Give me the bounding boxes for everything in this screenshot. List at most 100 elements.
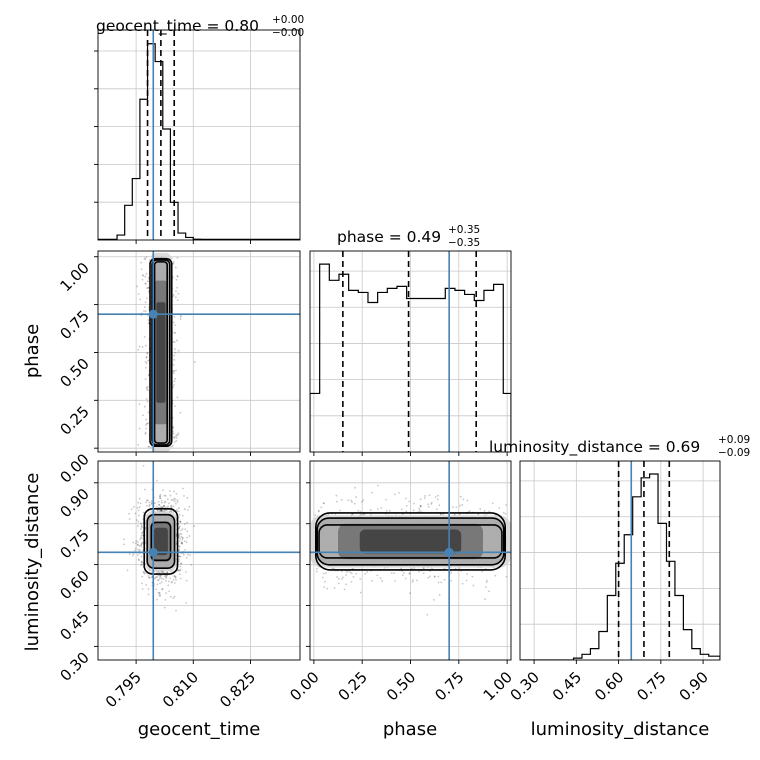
sample-point	[347, 499, 350, 502]
x-tick-label-luminosity-distance: 0.30	[507, 668, 543, 704]
sample-point	[443, 578, 446, 581]
density-panel-phase-luminosity-distance	[310, 461, 511, 660]
sample-point	[430, 501, 433, 504]
sample-point	[146, 297, 148, 300]
sample-point	[185, 541, 188, 543]
sample-point	[394, 493, 396, 496]
sample-point	[179, 521, 182, 523]
sample-point	[174, 502, 177, 505]
sample-point	[433, 575, 436, 578]
sample-point	[331, 567, 334, 570]
sample-point	[174, 296, 177, 299]
contour-line	[314, 512, 507, 571]
sample-point	[144, 282, 147, 285]
sample-point	[172, 426, 174, 428]
sample-point	[481, 570, 484, 573]
sample-point	[394, 579, 396, 582]
sample-point	[123, 538, 125, 541]
title-geocent-time-sub: −0.00	[272, 27, 304, 39]
histogram-luminosity-distance	[520, 473, 720, 660]
sample-point	[175, 434, 178, 437]
sample-point	[137, 558, 140, 561]
sample-point	[123, 543, 126, 546]
sample-point	[163, 501, 166, 504]
sample-point	[147, 319, 150, 321]
sample-point	[433, 575, 436, 578]
sample-point	[175, 436, 178, 439]
sample-point	[159, 509, 161, 512]
sample-point	[142, 414, 144, 417]
sample-point	[173, 490, 175, 493]
sample-point	[170, 504, 173, 507]
sample-point	[173, 331, 176, 334]
sample-point	[398, 492, 400, 494]
sample-point	[145, 398, 148, 400]
sample-point	[141, 541, 144, 544]
sample-point	[162, 505, 165, 508]
sample-point	[364, 572, 367, 575]
sample-point	[160, 510, 163, 512]
sample-point	[183, 540, 186, 543]
sample-point	[498, 507, 501, 509]
sample-point	[179, 568, 182, 571]
density-panel-geocent-time-phase	[98, 251, 300, 452]
sample-point	[174, 498, 177, 501]
sample-point	[180, 541, 183, 544]
sample-point	[158, 579, 160, 581]
sample-point	[179, 411, 182, 414]
sample-point	[402, 572, 405, 574]
sample-point	[144, 360, 147, 363]
sample-point	[424, 495, 426, 497]
injection-marker	[444, 547, 454, 557]
sample-point	[166, 571, 169, 574]
sample-point	[325, 572, 327, 574]
sample-point	[169, 494, 172, 497]
title-phase-sup: +0.35	[448, 224, 480, 236]
sample-point	[409, 592, 411, 595]
sample-point	[145, 504, 148, 507]
sample-point	[176, 256, 179, 259]
sample-point	[176, 433, 179, 436]
sample-point	[165, 576, 168, 579]
sample-point	[454, 513, 456, 516]
hist-panel-luminosity-distance	[520, 461, 720, 660]
sample-point	[182, 487, 184, 490]
sample-point	[160, 577, 163, 580]
sample-point	[170, 498, 173, 501]
sample-point	[159, 495, 161, 498]
sample-point	[159, 582, 161, 585]
sample-point	[179, 315, 182, 318]
x-tick-label-phase: 0.00	[286, 668, 322, 704]
sample-point	[146, 422, 149, 425]
sample-point	[147, 359, 149, 362]
sample-point	[173, 436, 176, 439]
sample-point	[352, 575, 355, 578]
sample-point	[156, 479, 158, 482]
sample-point	[180, 562, 183, 565]
title-phase: phase = 0.49	[337, 228, 441, 246]
sample-point	[179, 532, 182, 535]
sample-point	[163, 494, 166, 497]
sample-point	[185, 579, 188, 582]
sample-point	[450, 579, 452, 582]
sample-point	[147, 287, 149, 289]
sample-point	[173, 359, 176, 361]
sample-point	[146, 287, 148, 289]
sample-point	[137, 348, 140, 351]
sample-point	[350, 499, 353, 502]
sample-point	[385, 498, 387, 501]
sample-point	[158, 577, 161, 579]
sample-point	[145, 356, 148, 359]
sample-point	[324, 580, 326, 583]
sample-point	[376, 574, 379, 577]
sample-point	[459, 504, 461, 507]
sample-point	[357, 509, 360, 512]
sample-point	[177, 560, 180, 563]
sample-point	[135, 542, 137, 545]
sample-point	[350, 572, 353, 575]
sample-point	[147, 314, 149, 317]
sample-point	[140, 560, 143, 563]
sample-point	[178, 525, 181, 528]
sample-point	[171, 445, 173, 448]
axes-frame	[519, 460, 721, 661]
